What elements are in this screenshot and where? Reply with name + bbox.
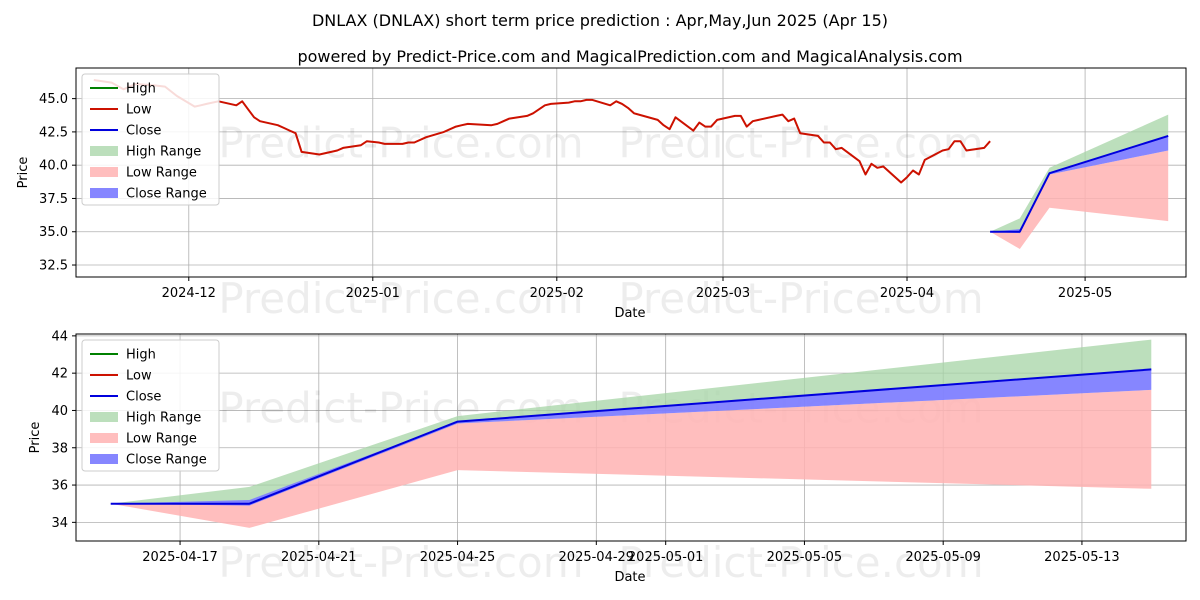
close-range-band (990, 135, 1169, 234)
watermark: Predict-Price.com (618, 274, 983, 323)
legend-label: Low (126, 369, 152, 384)
legend-swatch (90, 146, 118, 156)
legend-label: Close Range (126, 453, 207, 468)
y-axis-label: Price (16, 157, 31, 189)
legend-label: High (126, 82, 156, 97)
watermark: Predict-Price.com (618, 119, 983, 168)
x-tick-label: 2025-04 (880, 286, 934, 301)
x-tick-label: 2024-12 (162, 286, 216, 301)
watermark: Predict-Price.com (218, 274, 583, 323)
high-range-band (110, 339, 1152, 504)
y-tick-label: 37.5 (39, 192, 68, 207)
x-tick-label: 2025-04-21 (281, 550, 357, 565)
legend-swatch (90, 454, 118, 464)
low-series-line (93, 79, 991, 184)
legend-label: High (126, 348, 156, 363)
x-tick-label: 2025-01 (346, 286, 400, 301)
y-tick-label: 36 (51, 479, 68, 494)
y-axis-label: Price (28, 422, 43, 454)
x-tick-label: 2025-05-09 (905, 550, 981, 565)
y-tick-label: 40 (51, 404, 68, 419)
x-tick-label: 2025-02 (530, 286, 584, 301)
history-prediction-chart: Predict-Price.com Predict-Price.com Predic… (16, 67, 1187, 323)
y-tick-label: 38 (51, 441, 68, 456)
x-tick-label: 2025-04-25 (420, 550, 496, 565)
watermark: Predict-Price.com (218, 538, 583, 587)
low-range-band (990, 150, 1169, 249)
y-tick-label: 42 (51, 367, 68, 382)
legend-label: Low Range (126, 432, 197, 447)
legend-swatch (90, 433, 118, 443)
y-tick-label: 45.0 (39, 92, 68, 107)
x-tick-label: 2025-05-01 (628, 550, 704, 565)
legend-swatch (90, 188, 118, 198)
figure-subtitle: powered by Predict-Price.com and Magical… (297, 47, 962, 66)
legend-swatch (90, 412, 118, 422)
x-tick-label: 2025-04-29 (559, 550, 635, 565)
x-tick-label: 2025-05 (1058, 286, 1112, 301)
y-tick-label: 44 (51, 329, 68, 344)
legend-label: Close (126, 124, 161, 139)
x-axis-label: Date (614, 306, 645, 321)
y-tick-label: 40.0 (39, 159, 68, 174)
plot-frame (75, 67, 1187, 278)
close-range-band (110, 369, 1152, 506)
y-tick-label: 32.5 (39, 259, 68, 274)
x-tick-label: 2025-05-05 (767, 550, 843, 565)
legend-label: High Range (126, 145, 201, 160)
close-forecast-line (110, 368, 1152, 505)
legend-label: Low Range (126, 166, 197, 181)
legend-label: Close Range (126, 187, 207, 202)
y-tick-label: 34 (51, 516, 68, 531)
plot-frame (75, 333, 1187, 542)
x-tick-label: 2025-03 (696, 286, 750, 301)
figure-title: DNLAX (DNLAX) short term price predictio… (312, 11, 888, 30)
legend-label: High Range (126, 411, 201, 426)
x-tick-label: 2025-05-13 (1044, 550, 1120, 565)
close-forecast-line (990, 134, 1169, 233)
y-tick-label: 35.0 (39, 225, 68, 240)
watermark: Predict-Price.com (618, 538, 983, 587)
legend-label: Close (126, 390, 161, 405)
x-axis-label: Date (614, 570, 645, 585)
y-tick-label: 42.5 (39, 125, 68, 140)
low-range-band (110, 389, 1152, 528)
legend-label: Low (126, 103, 152, 118)
legend-swatch (90, 167, 118, 177)
x-tick-label: 2025-04-17 (142, 550, 218, 565)
